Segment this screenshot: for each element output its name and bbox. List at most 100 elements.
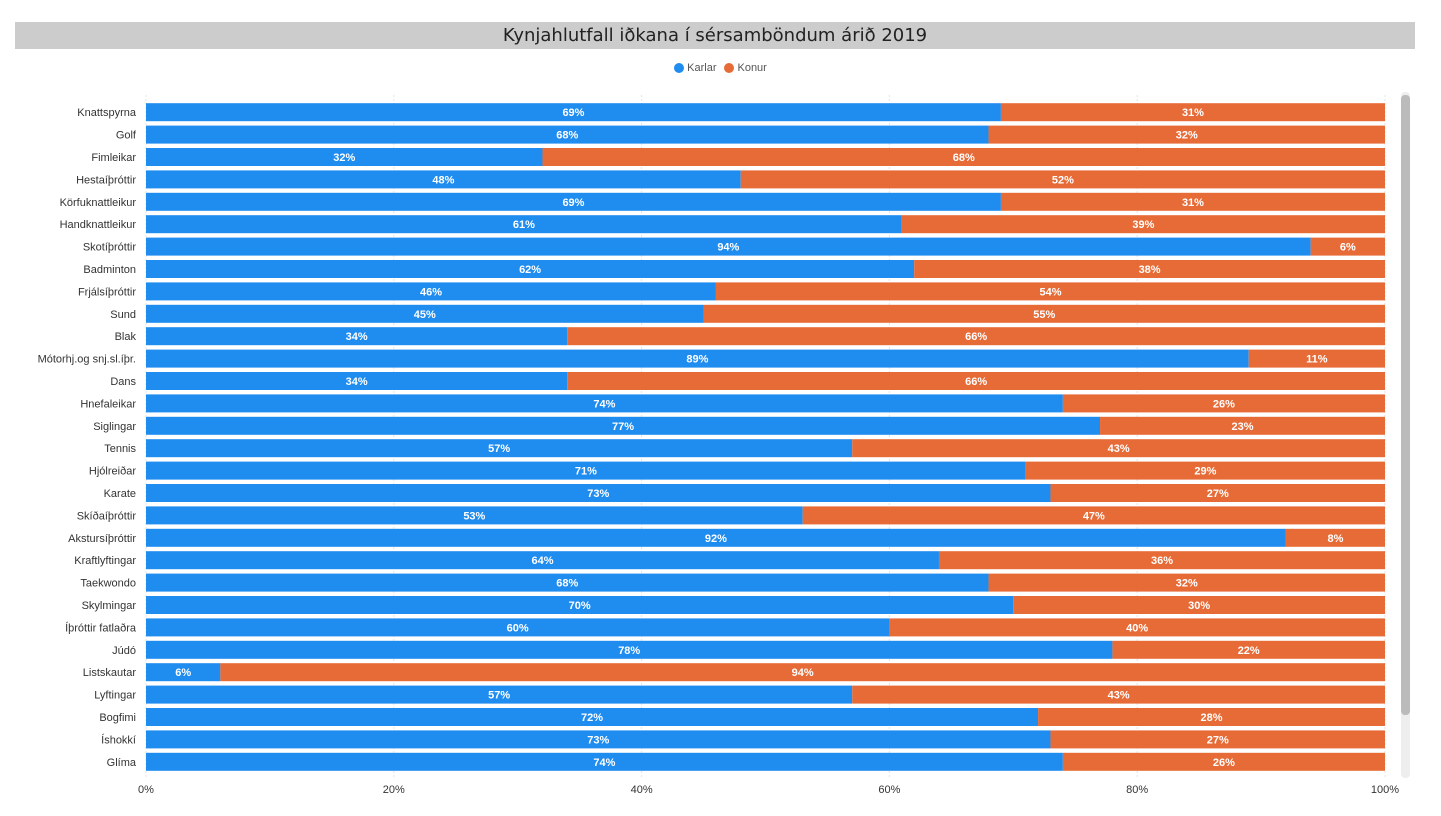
- bar-konur: [567, 372, 1385, 390]
- legend-label-konur: Konur: [737, 62, 767, 74]
- chart-title-bar: Kynjahlutfall iðkana í sérsamböndum árið…: [15, 22, 1415, 49]
- data-label-konur: 40%: [1126, 622, 1148, 634]
- data-label-karlar: 73%: [587, 488, 609, 500]
- data-label-konur: 43%: [1108, 690, 1130, 702]
- data-label-karlar: 53%: [463, 510, 485, 522]
- bar-karlar: [146, 192, 1001, 211]
- category-label: Bogfimi: [99, 712, 136, 724]
- data-label-konur: 66%: [965, 376, 987, 388]
- bar-karlar: [146, 528, 1286, 547]
- data-label-karlar: 69%: [562, 107, 584, 119]
- bar-konur: [988, 573, 1385, 592]
- x-tick-label: 60%: [878, 784, 900, 796]
- data-label-karlar: 69%: [562, 197, 584, 209]
- bar-konur: [220, 663, 1386, 682]
- category-label: Blak: [115, 331, 137, 343]
- category-label: Skotíþróttir: [83, 242, 137, 254]
- data-label-konur: 32%: [1176, 578, 1198, 590]
- data-label-karlar: 62%: [519, 264, 541, 276]
- scrollbar-thumb[interactable]: [1401, 95, 1410, 715]
- data-label-konur: 52%: [1052, 174, 1074, 186]
- bar-konur: [1050, 484, 1385, 502]
- bar-karlar: [146, 573, 989, 592]
- category-label: Siglingar: [93, 421, 136, 433]
- data-label-konur: 43%: [1108, 443, 1130, 455]
- x-tick-label: 0%: [138, 784, 154, 796]
- bar-konur: [1025, 461, 1385, 480]
- data-label-konur: 36%: [1151, 555, 1173, 567]
- data-label-karlar: 32%: [333, 152, 355, 164]
- bar-karlar: [146, 416, 1101, 435]
- data-label-karlar: 77%: [612, 421, 634, 433]
- bar-karlar: [146, 215, 902, 234]
- data-label-karlar: 92%: [705, 533, 727, 545]
- bar-karlar: [146, 282, 716, 301]
- bar-karlar: [146, 506, 803, 525]
- data-label-konur: 38%: [1139, 264, 1161, 276]
- legend-dot-konur: [724, 63, 735, 73]
- bar-konur: [1000, 192, 1385, 211]
- bar-karlar: [146, 640, 1113, 659]
- legend-dot-karlar: [674, 63, 685, 73]
- category-label: Íshokkí: [101, 733, 136, 746]
- data-label-karlar: 60%: [507, 622, 529, 634]
- bar-konur: [1038, 708, 1385, 726]
- data-label-karlar: 78%: [618, 645, 640, 657]
- category-label: Sund: [110, 309, 136, 321]
- bar-konur: [1062, 394, 1385, 413]
- category-label: Badminton: [83, 264, 136, 276]
- data-label-karlar: 70%: [569, 600, 591, 612]
- category-label: Taekwondo: [80, 578, 136, 590]
- bar-karlar: [146, 596, 1014, 614]
- category-label: Mótorhj.og snj.sl.íþr.: [38, 354, 136, 366]
- bar-karlar: [146, 663, 221, 682]
- legend-label-karlar: Karlar: [687, 62, 717, 74]
- bar-karlar: [146, 484, 1051, 502]
- data-label-konur: 66%: [965, 331, 987, 343]
- legend-item-karlar[interactable]: Karlar: [674, 62, 716, 74]
- bar-karlar: [146, 372, 568, 390]
- data-label-konur: 8%: [1327, 533, 1343, 545]
- category-label: Golf: [116, 130, 137, 142]
- bar-karlar: [146, 327, 568, 346]
- category-label: Lyftingar: [94, 690, 136, 702]
- category-label: Tennis: [104, 443, 136, 455]
- bar-konur: [703, 304, 1385, 323]
- data-label-karlar: 6%: [175, 667, 191, 679]
- data-label-karlar: 72%: [581, 712, 603, 724]
- bar-konur: [852, 685, 1385, 704]
- data-label-karlar: 64%: [531, 555, 553, 567]
- bar-konur: [1248, 349, 1385, 368]
- category-label: Frjálsíþróttir: [78, 286, 136, 298]
- category-label: Listskautar: [83, 667, 137, 679]
- bar-konur: [852, 439, 1385, 458]
- bar-konur: [1000, 103, 1385, 122]
- data-label-konur: 26%: [1213, 757, 1235, 769]
- bar-karlar: [146, 394, 1063, 413]
- category-label: Hnefaleikar: [80, 398, 136, 410]
- bar-karlar: [146, 349, 1249, 368]
- bar-karlar: [146, 148, 543, 166]
- category-label: Hestaíþróttir: [76, 174, 136, 186]
- category-label: Hjólreiðar: [89, 466, 136, 478]
- bar-konur: [740, 170, 1385, 189]
- bar-karlar: [146, 730, 1051, 749]
- legend-item-konur[interactable]: Konur: [724, 62, 767, 74]
- bar-konur: [938, 551, 1385, 570]
- x-tick-label: 20%: [383, 784, 405, 796]
- legend: Karlar Konur: [0, 62, 1441, 74]
- bar-konur: [802, 506, 1385, 525]
- category-label: Dans: [110, 376, 136, 388]
- data-label-karlar: 34%: [346, 376, 368, 388]
- data-label-konur: 11%: [1306, 354, 1328, 366]
- data-label-karlar: 73%: [587, 734, 609, 746]
- data-label-konur: 26%: [1213, 398, 1235, 410]
- bar-karlar: [146, 260, 915, 278]
- bar-karlar: [146, 551, 939, 570]
- category-label: Knattspyrna: [77, 107, 137, 119]
- data-label-konur: 31%: [1182, 197, 1204, 209]
- data-label-karlar: 94%: [717, 242, 739, 254]
- category-label: Skylmingar: [82, 600, 137, 612]
- bar-karlar: [146, 752, 1063, 771]
- data-label-karlar: 74%: [593, 757, 615, 769]
